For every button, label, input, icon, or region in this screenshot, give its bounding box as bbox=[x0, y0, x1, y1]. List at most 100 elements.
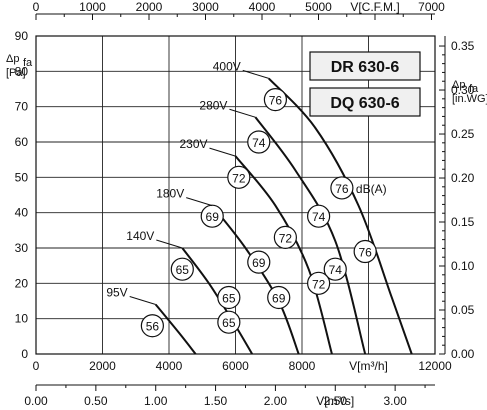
bottom-tick-label: 0 bbox=[33, 359, 40, 373]
sound-marker: 65 bbox=[170, 257, 194, 281]
series-leader bbox=[209, 147, 236, 157]
series-label: 180V bbox=[156, 187, 184, 201]
right-tick-label: 0.20 bbox=[451, 171, 475, 185]
svg-text:76: 76 bbox=[269, 94, 283, 108]
svg-text:74: 74 bbox=[312, 210, 326, 224]
series-leader bbox=[229, 108, 256, 118]
top-tick-label: 1000 bbox=[79, 0, 106, 14]
top-tick-label: 7000 bbox=[418, 0, 445, 14]
curve-95v bbox=[154, 303, 197, 355]
secondary-tick-label: 0.00 bbox=[24, 394, 48, 408]
svg-text:Δp: Δp bbox=[452, 79, 465, 91]
sound-marker: 69 bbox=[247, 250, 271, 274]
right-axis-title: Δp fa[in.WG] bbox=[452, 79, 487, 105]
top-tick-label: 0 bbox=[33, 0, 40, 14]
model-badges: DR 630-6 DQ 630-6 bbox=[309, 51, 421, 117]
svg-text:74: 74 bbox=[252, 136, 266, 150]
bottom-tick-label: 6000 bbox=[222, 359, 249, 373]
curve-230v bbox=[234, 155, 333, 355]
left-tick-label: 30 bbox=[15, 241, 29, 255]
plot-frame bbox=[35, 35, 436, 355]
svg-text:65: 65 bbox=[222, 291, 236, 305]
svg-text:fa: fa bbox=[23, 57, 33, 69]
left-tick-label: 0 bbox=[21, 347, 28, 361]
model-badge: DQ 630-6 bbox=[309, 87, 421, 117]
right-tick-label: 0.05 bbox=[451, 303, 475, 317]
right-tick-label: 0.30 bbox=[451, 83, 475, 97]
svg-text:DQ 630-6: DQ 630-6 bbox=[330, 95, 399, 112]
series-leader bbox=[156, 239, 183, 249]
svg-text:76: 76 bbox=[335, 182, 349, 196]
sound-marker: 74 bbox=[323, 257, 347, 281]
svg-text:56: 56 bbox=[146, 320, 160, 334]
secondary-tick-label: 1.00 bbox=[144, 394, 168, 408]
top-tick-label: 4000 bbox=[249, 0, 276, 14]
left-tick-label: 10 bbox=[15, 312, 29, 326]
sound-marker: 72 bbox=[307, 271, 331, 295]
svg-text:[in.WG]: [in.WG] bbox=[452, 93, 487, 105]
right-tick-label: 0.00 bbox=[451, 347, 475, 361]
right-tick-label: 0.25 bbox=[451, 127, 475, 141]
bottom-tick-label: 12000 bbox=[418, 359, 452, 373]
secondary-tick-label: 2.50 bbox=[324, 394, 348, 408]
left-tick-label: 20 bbox=[15, 276, 29, 290]
secondary-tick-label: 3.00 bbox=[383, 394, 407, 408]
svg-text:fa: fa bbox=[469, 83, 479, 95]
top-tick-label: 5000 bbox=[305, 0, 332, 14]
sound-marker: 72 bbox=[273, 225, 297, 249]
svg-text:DR 630-6: DR 630-6 bbox=[331, 59, 400, 76]
sound-marker: 69 bbox=[267, 285, 291, 310]
left-axis-title: Δp fa[Pa] bbox=[6, 53, 33, 79]
left-tick-label: 50 bbox=[15, 170, 29, 184]
svg-text:65: 65 bbox=[222, 316, 236, 330]
svg-text:74: 74 bbox=[329, 263, 343, 277]
secondary-axis-label: V[m³/s] bbox=[316, 394, 354, 408]
top-axis-label: V[C.F.M.] bbox=[350, 0, 399, 14]
series-label: 140V bbox=[126, 229, 154, 243]
right-tick-label: 0.15 bbox=[451, 215, 475, 229]
bottom-tick-label: 4000 bbox=[156, 359, 183, 373]
series-label: 230V bbox=[179, 137, 207, 151]
svg-text:72: 72 bbox=[312, 277, 326, 291]
sound-marker: 65 bbox=[217, 310, 241, 334]
db-label: dB(A) bbox=[356, 182, 387, 196]
sound-marker: 72 bbox=[227, 165, 251, 189]
svg-text:76: 76 bbox=[358, 246, 372, 260]
sound-marker: 76 bbox=[330, 176, 354, 200]
sound-marker: 74 bbox=[247, 130, 271, 154]
svg-text:72: 72 bbox=[279, 231, 293, 245]
tick-labels: 0 1000 2000 3000 4000 5000 7000 V[C.F.M.] 0 2000 4… bbox=[15, 0, 475, 408]
bottom-tick-label: 8000 bbox=[289, 359, 316, 373]
secondary-tick-label: 2.00 bbox=[264, 394, 288, 408]
right-tick-label: 0.10 bbox=[451, 259, 475, 273]
series-label: 280V bbox=[199, 98, 227, 112]
left-tick-label: 70 bbox=[15, 100, 29, 114]
top-tick-label: 2000 bbox=[136, 0, 163, 14]
svg-text:69: 69 bbox=[272, 291, 286, 305]
series-label: 400V bbox=[213, 59, 241, 73]
svg-text:72: 72 bbox=[232, 171, 246, 185]
curve-180v bbox=[211, 204, 300, 355]
svg-text:69: 69 bbox=[206, 210, 220, 224]
right-tick-label: 0.35 bbox=[451, 39, 475, 53]
model-badge: DR 630-6 bbox=[309, 51, 421, 81]
sound-marker: 69 bbox=[200, 204, 224, 228]
axes bbox=[35, 13, 446, 391]
sound-marker: 74 bbox=[307, 204, 331, 228]
series-label: 95V bbox=[106, 286, 127, 300]
series-leader bbox=[129, 296, 156, 306]
secondary-tick-label: 1.50 bbox=[204, 394, 228, 408]
curve-400v bbox=[268, 77, 413, 355]
left-tick-label: 90 bbox=[15, 29, 29, 43]
svg-text:Δp: Δp bbox=[6, 53, 19, 65]
svg-text:69: 69 bbox=[252, 256, 266, 270]
sound-marker: 56 bbox=[140, 314, 164, 338]
bottom-tick-label: 2000 bbox=[89, 359, 116, 373]
bottom-axis-label: V[m³/h] bbox=[349, 359, 388, 373]
top-tick-label: 3000 bbox=[192, 0, 219, 14]
left-tick-label: 40 bbox=[15, 206, 29, 220]
svg-text:65: 65 bbox=[176, 263, 190, 277]
series-leader bbox=[242, 69, 269, 79]
